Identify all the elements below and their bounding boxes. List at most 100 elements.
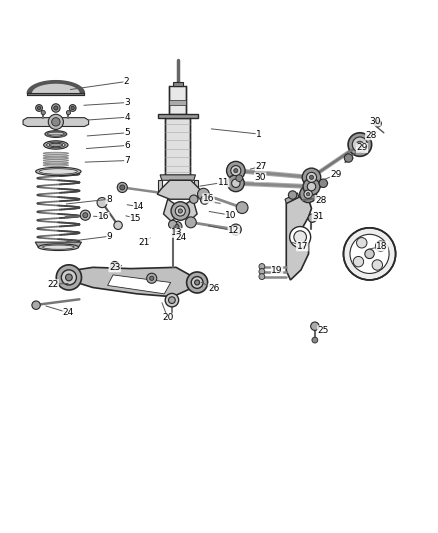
Circle shape	[231, 166, 241, 176]
Polygon shape	[158, 180, 162, 192]
Ellipse shape	[45, 131, 67, 138]
Polygon shape	[194, 180, 198, 192]
Text: 16: 16	[203, 194, 214, 203]
Text: 24: 24	[176, 233, 187, 243]
Circle shape	[114, 221, 122, 230]
Circle shape	[352, 137, 367, 152]
Circle shape	[67, 110, 71, 115]
Circle shape	[348, 133, 371, 156]
Circle shape	[198, 188, 209, 200]
Text: 10: 10	[225, 211, 237, 220]
Text: 19: 19	[271, 266, 283, 275]
Polygon shape	[158, 114, 198, 118]
Text: 31: 31	[312, 212, 324, 221]
Circle shape	[307, 182, 316, 191]
Circle shape	[226, 161, 245, 180]
Circle shape	[308, 214, 317, 222]
Circle shape	[66, 274, 72, 281]
Ellipse shape	[46, 142, 65, 148]
Circle shape	[169, 297, 175, 303]
Polygon shape	[64, 268, 197, 297]
Ellipse shape	[44, 141, 68, 149]
Circle shape	[375, 241, 386, 252]
Text: 13: 13	[171, 228, 183, 237]
Circle shape	[343, 228, 396, 280]
Circle shape	[117, 182, 127, 192]
Circle shape	[300, 186, 317, 203]
Text: 22: 22	[47, 280, 59, 289]
Circle shape	[61, 270, 77, 285]
Text: 16: 16	[98, 212, 109, 221]
Polygon shape	[108, 275, 171, 294]
Circle shape	[52, 104, 60, 112]
Circle shape	[169, 220, 177, 229]
Circle shape	[171, 202, 190, 220]
Ellipse shape	[49, 143, 63, 147]
Ellipse shape	[43, 164, 68, 166]
Circle shape	[353, 256, 364, 267]
Text: 14: 14	[134, 203, 145, 211]
Ellipse shape	[43, 162, 68, 164]
Circle shape	[227, 175, 244, 192]
Circle shape	[201, 196, 209, 204]
Circle shape	[307, 172, 317, 182]
Circle shape	[175, 224, 179, 229]
Text: 23: 23	[109, 263, 120, 272]
Text: 29: 29	[356, 143, 367, 152]
Text: 21: 21	[138, 238, 150, 247]
Circle shape	[120, 185, 125, 190]
Circle shape	[288, 191, 297, 199]
Text: 8: 8	[106, 195, 112, 204]
Circle shape	[357, 141, 363, 148]
Polygon shape	[165, 118, 191, 175]
Circle shape	[165, 293, 179, 307]
Polygon shape	[170, 86, 186, 114]
Polygon shape	[170, 100, 186, 104]
Circle shape	[147, 273, 157, 284]
Circle shape	[365, 249, 374, 259]
Circle shape	[35, 104, 42, 111]
Text: 30: 30	[369, 117, 380, 126]
Text: 30: 30	[254, 173, 266, 182]
Circle shape	[71, 106, 74, 110]
Text: 20: 20	[162, 313, 173, 322]
Circle shape	[97, 198, 107, 208]
Circle shape	[150, 276, 154, 280]
Circle shape	[191, 277, 203, 288]
Circle shape	[230, 224, 241, 235]
Circle shape	[236, 175, 243, 182]
Circle shape	[357, 238, 367, 248]
Circle shape	[303, 178, 320, 195]
Text: 4: 4	[124, 113, 130, 122]
Ellipse shape	[38, 244, 78, 251]
Circle shape	[175, 206, 185, 216]
Circle shape	[110, 262, 119, 270]
Polygon shape	[163, 199, 177, 221]
Circle shape	[307, 192, 310, 196]
Polygon shape	[33, 84, 79, 93]
Circle shape	[350, 235, 389, 273]
Circle shape	[372, 260, 382, 270]
Polygon shape	[157, 180, 203, 199]
Circle shape	[172, 222, 182, 232]
Circle shape	[309, 175, 314, 180]
Polygon shape	[173, 82, 183, 86]
Circle shape	[187, 272, 208, 293]
Circle shape	[304, 190, 312, 198]
Circle shape	[312, 337, 318, 343]
Polygon shape	[160, 175, 195, 180]
Circle shape	[302, 168, 321, 187]
Polygon shape	[35, 242, 81, 247]
Text: 27: 27	[255, 162, 267, 171]
Circle shape	[80, 210, 90, 220]
Circle shape	[311, 322, 319, 330]
Ellipse shape	[43, 159, 68, 161]
Text: 18: 18	[376, 242, 388, 251]
Circle shape	[37, 106, 41, 110]
Circle shape	[259, 269, 265, 274]
Text: 12: 12	[228, 227, 240, 235]
Circle shape	[54, 106, 58, 110]
Text: 28: 28	[315, 196, 326, 205]
Polygon shape	[27, 80, 85, 93]
Circle shape	[32, 301, 40, 309]
